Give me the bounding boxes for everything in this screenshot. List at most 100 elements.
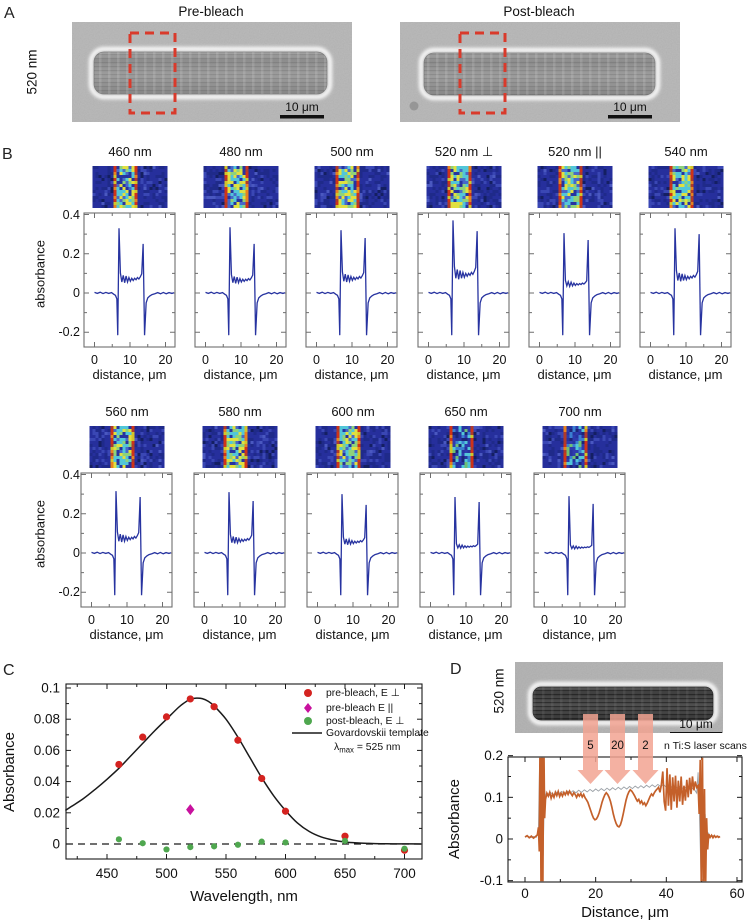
b-xaxis-title: distance, μm — [649, 367, 723, 382]
c-xtick-label: 700 — [393, 866, 416, 881]
laser-scan-arrow — [632, 714, 659, 784]
scale-bar — [608, 115, 652, 119]
absorbance-profile-trace — [91, 491, 172, 596]
absorbance-profile-trace — [650, 228, 731, 336]
absorbance-heatmap — [426, 166, 502, 208]
b-plot-title: 580 nm — [218, 404, 261, 419]
b-xtick-label: 10 — [457, 353, 471, 367]
b-column-650-nm: 650 nm 0 10 20 distance, μm — [410, 400, 522, 647]
absorbance-heatmap — [428, 426, 504, 468]
data-point — [115, 836, 122, 843]
d-xaxis-title: Distance, μm — [581, 904, 669, 921]
b-xtick-label: 10 — [679, 353, 693, 367]
b-xaxis-title: distance, μm — [90, 627, 164, 642]
panel-b-label: B — [2, 146, 13, 163]
b-xaxis-title: distance, μm — [538, 367, 612, 382]
data-point — [234, 841, 241, 848]
pre-bleach-svg: 10 μm — [72, 22, 352, 122]
absorbance-heatmap — [202, 426, 278, 468]
c-xtick-label: 450 — [96, 866, 119, 881]
b-xtick-label: 20 — [609, 613, 623, 627]
legend-label: post-bleach, E ⊥ — [326, 716, 404, 727]
b-plot-title: 520 nm ⊥ — [435, 144, 493, 159]
b-xtick-label: 10 — [459, 613, 473, 627]
b-xtick-label: 20 — [270, 353, 284, 367]
b-xtick-label: 0 — [647, 353, 654, 367]
post-bleach-svg: 10 μm — [400, 22, 680, 122]
d-ytick-label: 0.2 — [484, 748, 503, 763]
absorbance-heatmap — [203, 166, 279, 208]
absorbance-profile-trace — [317, 494, 398, 596]
scale-bar-label: 10 μm — [613, 100, 647, 114]
c-ytick-label: 0.02 — [34, 805, 60, 820]
b-column-700-nm: 700 nm 0 10 20 distance, μm — [524, 400, 636, 647]
d-xtick-label: 40 — [659, 886, 674, 901]
absorbance-heatmap — [314, 166, 390, 208]
b-plot-title: 560 nm — [105, 404, 148, 419]
b-column-540-nm: 540 nm 0 10 20 distance, μm — [630, 140, 742, 387]
b-xtick-label: 0 — [91, 353, 98, 367]
d-ytick-label: 0.1 — [484, 790, 503, 805]
b-xtick-label: 0 — [201, 613, 208, 627]
absorbance-profile-trace — [428, 220, 509, 336]
b-plot-title: 600 nm — [331, 404, 374, 419]
c-xaxis-title: Wavelength, nm — [190, 888, 298, 905]
data-point-diamond — [186, 804, 195, 816]
b-xtick-label: 10 — [120, 613, 134, 627]
debris-spot — [409, 101, 419, 111]
d-ytick-label: 0 — [495, 832, 503, 847]
b-xtick-label: 10 — [234, 353, 248, 367]
spectrum-chart: 450 500 550 600 650 700 0.1 0.08 0.06 0.04 0.02 0 Wa… — [0, 660, 462, 922]
c-xtick-label: 550 — [215, 866, 238, 881]
micrograph-post-bleach: 10 μm — [400, 22, 680, 127]
b-xaxis-title: distance, μm — [427, 367, 501, 382]
panel-d-wavelength-label: 520 nm — [491, 668, 507, 714]
c-ytick-label: 0 — [52, 837, 60, 852]
arrow-scan-count: 5 — [587, 740, 593, 752]
b-xtick-label: 10 — [233, 613, 247, 627]
laser-scan-arrow — [604, 714, 631, 784]
data-point — [210, 703, 218, 711]
legend-label: Govardovskii template — [326, 728, 429, 739]
b-xtick-label: 20 — [493, 353, 507, 367]
b-xtick-label: 0 — [88, 613, 95, 627]
absorbance-profile-trace — [316, 230, 397, 336]
data-point — [211, 843, 218, 850]
laser-scan-chart: 0 20 40 60 0.2 0.1 0 -0.1 Distance, μm Absorbance — [445, 738, 755, 922]
b-xaxis-title: distance, μm — [316, 627, 390, 642]
b-plot-title: 700 nm — [558, 404, 601, 419]
b-column-500-nm: 500 nm 0 10 20 distance, μm — [296, 140, 408, 387]
b-ytick-label: 0.4 — [62, 207, 80, 222]
c-ytick-label: 0.06 — [34, 743, 60, 758]
roi-dashed-box — [458, 31, 507, 115]
absorbance-heatmap — [315, 426, 391, 468]
b-xtick-label: 0 — [536, 353, 543, 367]
arrow-scan-count: 20 — [611, 740, 624, 752]
d-xtick-label: 20 — [588, 886, 603, 901]
post-scan-trace — [524, 757, 721, 882]
panel-c-label: C — [3, 662, 15, 679]
data-point — [281, 807, 290, 815]
laser-scan-arrow — [577, 714, 604, 784]
b-xtick-label: 0 — [427, 613, 434, 627]
micrograph-pre-bleach: 10 μm — [72, 22, 352, 127]
absorbance-heatmap — [92, 166, 168, 208]
b-xaxis-title: distance, μm — [543, 627, 617, 642]
c-ytick-label: 0.04 — [34, 774, 61, 789]
d-yaxis-title: Absorbance — [446, 779, 463, 859]
arrow-scan-count: 2 — [642, 740, 648, 752]
data-point — [258, 774, 266, 783]
data-point — [115, 760, 123, 769]
absorbance-profile-trace — [430, 497, 511, 596]
absorbance-profile-trace — [205, 227, 286, 336]
b-ytick-label: 0.2 — [62, 506, 80, 521]
b-xtick-label: 10 — [573, 613, 587, 627]
post-bleach-title: Post-bleach — [503, 4, 575, 19]
c-yaxis-title: Absorbance — [1, 732, 18, 812]
d-xtick-label: 60 — [729, 886, 744, 901]
b-column-480-nm: 480 nm 0 10 20 distance, μm — [185, 140, 297, 387]
b-column-600-nm: 600 nm 0 10 20 distance, μm — [297, 400, 409, 647]
govardovskii-template-curve — [64, 697, 422, 845]
b-ytick-label: 0.4 — [62, 467, 80, 482]
b-xaxis-title: distance, μm — [429, 627, 503, 642]
